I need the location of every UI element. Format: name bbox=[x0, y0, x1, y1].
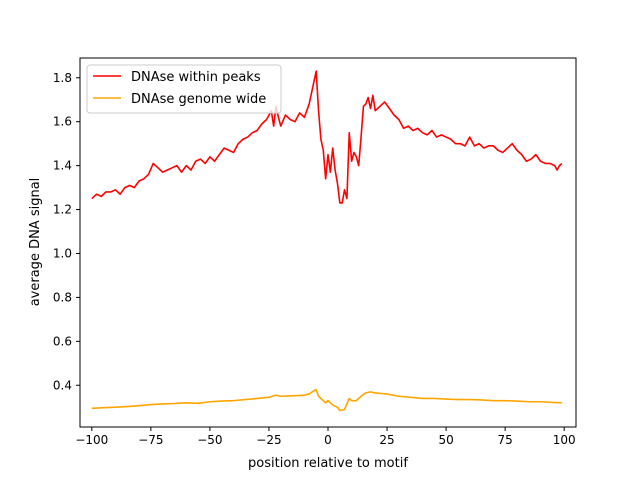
y-tick-label: 1.0 bbox=[53, 246, 72, 260]
y-axis: 0.4 0.6 0.8 1.0 1.2 1.4 1.6 1.8 bbox=[53, 71, 80, 392]
y-tick-label: 0.8 bbox=[53, 290, 72, 304]
series-line-dnase-within-peaks bbox=[91, 70, 563, 204]
y-tick-label: 1.2 bbox=[53, 203, 72, 217]
x-tick-label: −100 bbox=[75, 433, 108, 447]
y-tick-label: 1.6 bbox=[53, 115, 72, 129]
x-tick-label: 100 bbox=[553, 433, 576, 447]
x-axis-label: position relative to motif bbox=[248, 456, 408, 471]
plot-area bbox=[91, 70, 563, 412]
x-tick-label: 25 bbox=[379, 433, 394, 447]
y-axis-label: average DNA signal bbox=[28, 178, 43, 307]
x-tick-label: 75 bbox=[498, 433, 513, 447]
y-tick-label: 1.8 bbox=[53, 71, 72, 85]
legend: DNAse within peaks DNAse genome wide bbox=[86, 64, 282, 114]
x-tick-label: 50 bbox=[438, 433, 453, 447]
y-tick-label: 0.6 bbox=[53, 334, 72, 348]
y-tick-label: 1.4 bbox=[53, 159, 72, 173]
series-line-dnase-genome-wide bbox=[91, 388, 562, 412]
x-tick-label: −25 bbox=[256, 433, 281, 447]
x-tick-label: −50 bbox=[197, 433, 222, 447]
legend-box bbox=[86, 64, 282, 114]
x-tick-label: −75 bbox=[138, 433, 163, 447]
y-tick-label: 0.4 bbox=[53, 378, 72, 392]
x-axis: −100 −75 −50 −25 0 25 50 75 100 bbox=[75, 427, 576, 447]
x-tick-label: 0 bbox=[324, 433, 332, 447]
legend-label-genome: DNAse genome wide bbox=[131, 92, 266, 107]
legend-label-peaks: DNAse within peaks bbox=[131, 70, 261, 85]
